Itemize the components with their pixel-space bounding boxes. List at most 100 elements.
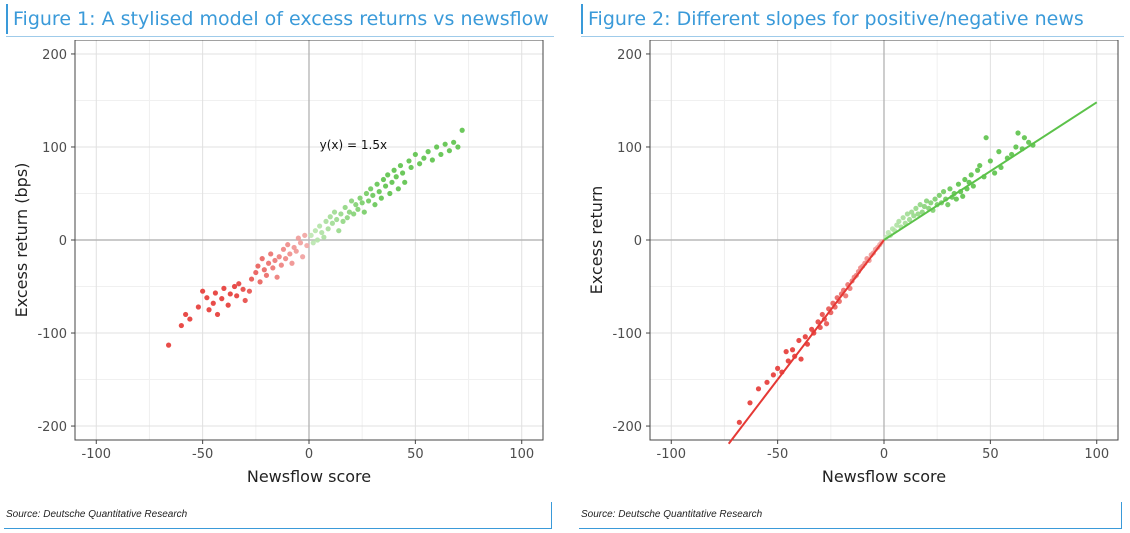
- x-tick-label: 0: [880, 447, 888, 462]
- data-point: [996, 149, 1002, 155]
- data-point: [314, 237, 321, 243]
- data-point: [334, 216, 340, 223]
- x-tick-label: 100: [509, 447, 534, 462]
- figure-2-panel: Figure 2: Different slopes for positive/…: [575, 0, 1130, 533]
- data-point: [992, 170, 998, 176]
- data-point: [770, 372, 776, 378]
- data-point: [351, 211, 357, 217]
- data-point: [270, 265, 276, 271]
- data-point: [195, 304, 201, 310]
- data-point: [212, 290, 218, 296]
- data-point: [253, 269, 259, 276]
- data-point: [459, 127, 465, 133]
- data-point: [210, 300, 216, 306]
- data-point: [819, 311, 825, 318]
- data-point: [236, 281, 242, 287]
- data-point: [455, 144, 461, 150]
- data-point: [960, 193, 966, 199]
- positive-fit-line: [883, 101, 1098, 241]
- data-point: [280, 246, 287, 252]
- y-axis-label: Excess return (bps): [12, 163, 31, 318]
- data-point: [214, 311, 221, 318]
- data-point: [843, 293, 849, 299]
- data-point: [442, 141, 448, 147]
- data-point: [896, 218, 902, 224]
- data-point: [755, 386, 762, 392]
- y-tick-label: 0: [634, 234, 642, 249]
- data-point: [962, 176, 968, 183]
- data-point: [300, 254, 306, 260]
- data-point: [257, 279, 263, 285]
- x-tick-label: -100: [657, 447, 687, 462]
- data-point: [451, 139, 457, 145]
- data-point: [947, 186, 953, 192]
- data-point: [368, 186, 374, 192]
- data-point: [438, 151, 444, 158]
- data-point: [178, 322, 184, 329]
- data-point: [417, 161, 423, 167]
- data-point: [382, 183, 389, 189]
- data-point: [1026, 139, 1032, 145]
- x-tick-label: 100: [1084, 447, 1109, 462]
- data-point: [406, 158, 412, 164]
- data-point: [227, 291, 233, 297]
- data-point: [775, 365, 781, 371]
- data-points: [166, 127, 465, 348]
- data-point: [331, 209, 338, 215]
- y-tick-label: -100: [612, 327, 642, 342]
- data-point: [802, 334, 808, 340]
- data-point: [297, 240, 304, 246]
- data-point: [395, 186, 401, 192]
- data-point: [391, 167, 397, 173]
- data-point: [917, 202, 923, 208]
- y-tick-label: -100: [37, 327, 67, 342]
- data-point: [200, 288, 206, 294]
- figure-2-source: Source: Deutsche Quantitative Research: [579, 502, 1122, 529]
- data-point: [361, 209, 367, 215]
- data-point: [393, 174, 399, 180]
- data-point: [376, 189, 382, 195]
- data-point: [274, 274, 280, 280]
- data-point: [259, 256, 265, 262]
- data-point: [319, 229, 325, 236]
- data-point: [325, 226, 331, 232]
- data-point: [928, 200, 934, 206]
- data-point: [940, 189, 947, 195]
- data-point: [263, 272, 270, 278]
- data-point: [204, 295, 210, 301]
- data-point: [421, 155, 427, 161]
- figure-1-title-rule: [6, 36, 554, 37]
- data-point: [1013, 144, 1019, 150]
- data-point: [353, 202, 359, 208]
- data-point: [789, 347, 796, 353]
- x-tick-label: 50: [407, 447, 424, 462]
- y-axis-label: Excess return: [587, 186, 606, 295]
- data-point: [344, 215, 350, 221]
- data-point: [302, 232, 308, 238]
- data-point: [380, 176, 387, 183]
- data-point: [736, 419, 742, 425]
- figure-1-panel: Figure 1: A stylised model of excess ret…: [0, 0, 560, 533]
- data-point: [953, 196, 959, 202]
- negative-fit-line: [727, 239, 885, 445]
- data-point: [285, 242, 291, 248]
- data-point: [206, 307, 212, 313]
- data-point: [355, 206, 361, 212]
- data-point: [278, 262, 284, 268]
- data-point: [317, 223, 323, 229]
- data-point: [272, 257, 278, 264]
- data-point: [329, 220, 335, 226]
- data-point: [977, 162, 983, 169]
- x-tick-label: -50: [192, 447, 213, 462]
- data-point: [1021, 135, 1027, 141]
- data-point: [429, 157, 435, 163]
- y-tick-label: 200: [617, 48, 642, 63]
- data-point: [400, 170, 406, 176]
- data-point: [446, 148, 452, 154]
- data-point: [327, 214, 333, 220]
- data-point: [308, 232, 314, 238]
- data-point: [374, 181, 380, 187]
- data-point: [323, 218, 329, 224]
- data-point: [936, 192, 942, 198]
- data-point: [265, 260, 272, 266]
